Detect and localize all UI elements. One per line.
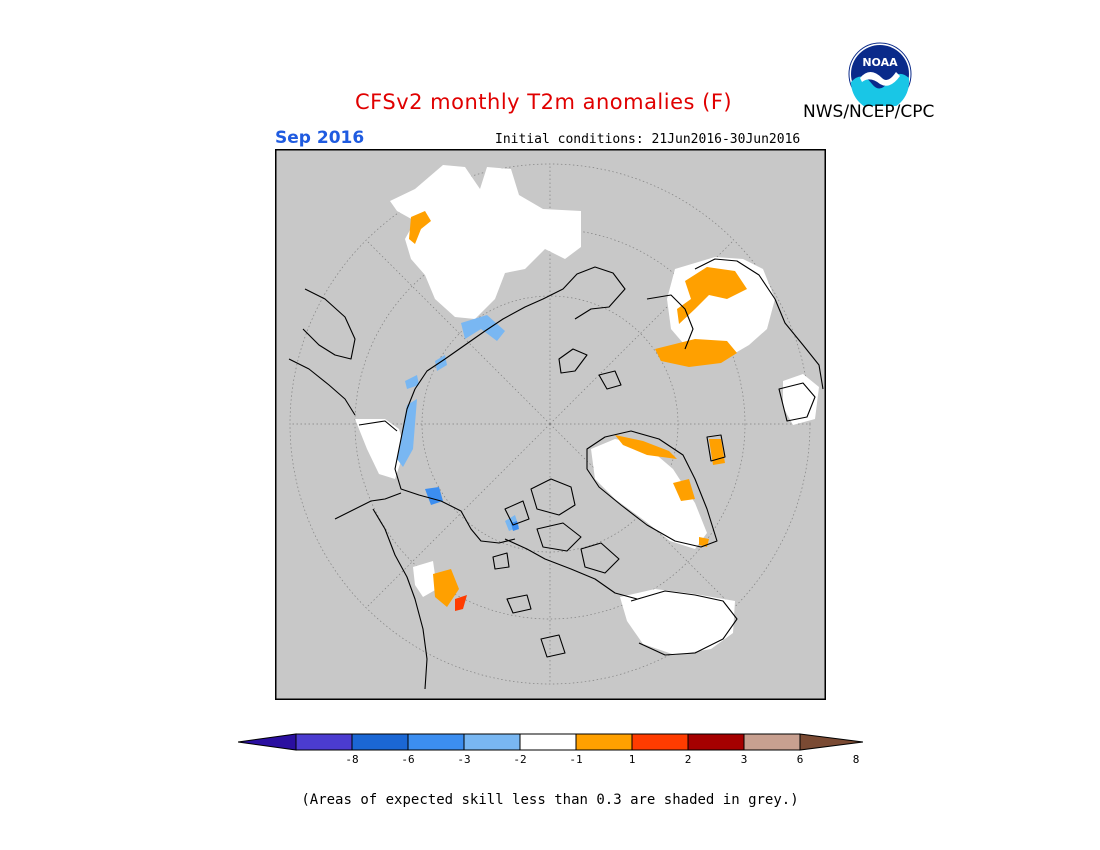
forecast-period: Sep 2016: [275, 128, 365, 148]
scale-arrow-low: [238, 733, 297, 751]
scale-tick-label: 3: [740, 753, 748, 766]
scale-cell: [295, 733, 353, 751]
scale-cell: [631, 733, 689, 751]
scale-cell: [519, 733, 577, 751]
scale-tick-label: -8: [345, 753, 359, 766]
warm-regions: [409, 211, 747, 607]
scale-tick-label: -2: [513, 753, 527, 766]
initial-conditions: Initial conditions: 21Jun2016-30Jun2016: [495, 132, 801, 147]
map-title: CFSv2 monthly T2m anomalies (F): [355, 90, 733, 114]
scale-cell: [743, 733, 801, 751]
scale-tick-label: 1: [628, 753, 636, 766]
logo-text: NOAA: [862, 56, 898, 69]
scale-cell: [575, 733, 633, 751]
scale-tick-label: -6: [401, 753, 415, 766]
scale-tick-label: -1: [569, 753, 583, 766]
cool-regions: [397, 315, 519, 531]
scale-tick-label: 8: [852, 753, 860, 766]
white-regions: [355, 165, 819, 655]
hot-spots: [455, 595, 467, 611]
scale-arrow-high: [799, 733, 863, 751]
scale-cell: [407, 733, 465, 751]
scale-cell: [687, 733, 745, 751]
agency-label: NWS/NCEP/CPC: [803, 102, 935, 122]
scale-cell: [351, 733, 409, 751]
scale-tick-label: -3: [457, 753, 471, 766]
coastlines: [288, 258, 824, 690]
polar-anomaly-map: [275, 149, 826, 700]
scale-tick-label: 6: [796, 753, 804, 766]
graticule: [289, 163, 811, 685]
scale-cell: [463, 733, 521, 751]
scale-tick-label: 2: [684, 753, 692, 766]
noaa-logo: NOAA: [848, 42, 912, 106]
color-scale-bar: [238, 733, 863, 751]
skill-footnote: (Areas of expected skill less than 0.3 a…: [301, 792, 799, 808]
